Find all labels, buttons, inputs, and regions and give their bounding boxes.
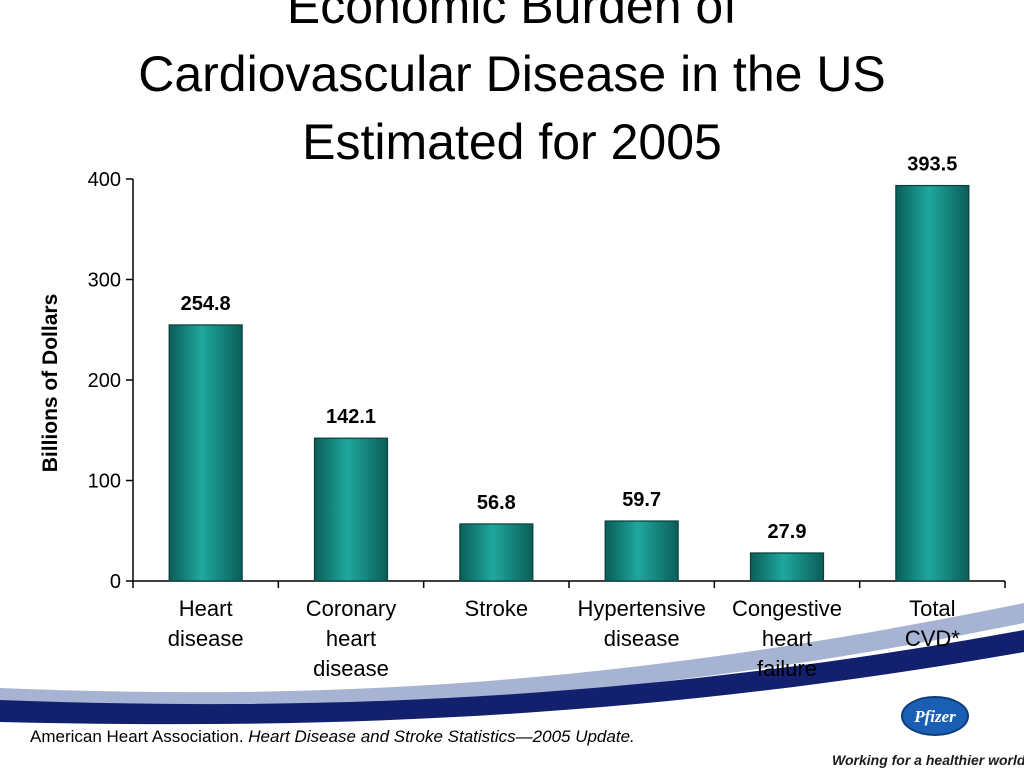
bar-value-label: 59.7: [622, 489, 661, 511]
category-label: Stroke: [465, 596, 529, 621]
title-line-2: Cardiovascular Disease in the US: [138, 46, 886, 102]
bar: [313, 437, 389, 582]
category-label: Coronary: [306, 596, 396, 621]
bar-value-label: 142.1: [326, 406, 376, 428]
bar-value-label: 56.8: [477, 492, 516, 514]
brand-tagline: Working for a healthier world: [832, 752, 1024, 768]
title-line-1: Economic Burden of: [286, 0, 738, 34]
bar: [749, 552, 825, 582]
bar-value-label: 254.8: [181, 293, 231, 315]
citation: American Heart Association. Heart Diseas…: [30, 727, 635, 747]
category-label: heart: [326, 626, 376, 651]
category-label: Congestive: [732, 596, 842, 621]
citation-source: American Heart Association.: [30, 727, 249, 746]
bar: [168, 324, 243, 582]
citation-title: Heart Disease and Stroke Statistics—2005…: [248, 727, 635, 746]
category-label: failure: [757, 656, 817, 681]
slide-title: Economic Burden of Cardiovascular Diseas…: [0, 0, 1024, 176]
category-label: Hypertensive: [577, 596, 705, 621]
category-label: Total: [909, 596, 955, 621]
bar: [459, 523, 534, 582]
category-label: disease: [313, 656, 389, 681]
y-tick-label: 100: [88, 471, 121, 493]
bar: [895, 184, 970, 582]
category-label: disease: [168, 626, 244, 651]
bar: [604, 520, 679, 582]
y-axis-title: Billions of Dollars: [39, 294, 62, 473]
category-label: Heart: [179, 596, 233, 621]
title-line-3: Estimated for 2005: [302, 114, 722, 170]
bar-value-label: 27.9: [768, 521, 807, 543]
category-label: CVD*: [905, 626, 960, 651]
category-label: disease: [604, 626, 680, 651]
y-tick-label: 300: [88, 270, 121, 292]
y-tick-label: 0: [110, 571, 121, 593]
category-label: heart: [762, 626, 812, 651]
bar-value-label: 393.5: [907, 154, 957, 176]
svg-text:Pfizer: Pfizer: [913, 707, 956, 726]
y-tick-label: 200: [88, 370, 121, 392]
brand-logo: Pfizer: [901, 696, 969, 736]
y-tick-label: 400: [88, 169, 121, 191]
